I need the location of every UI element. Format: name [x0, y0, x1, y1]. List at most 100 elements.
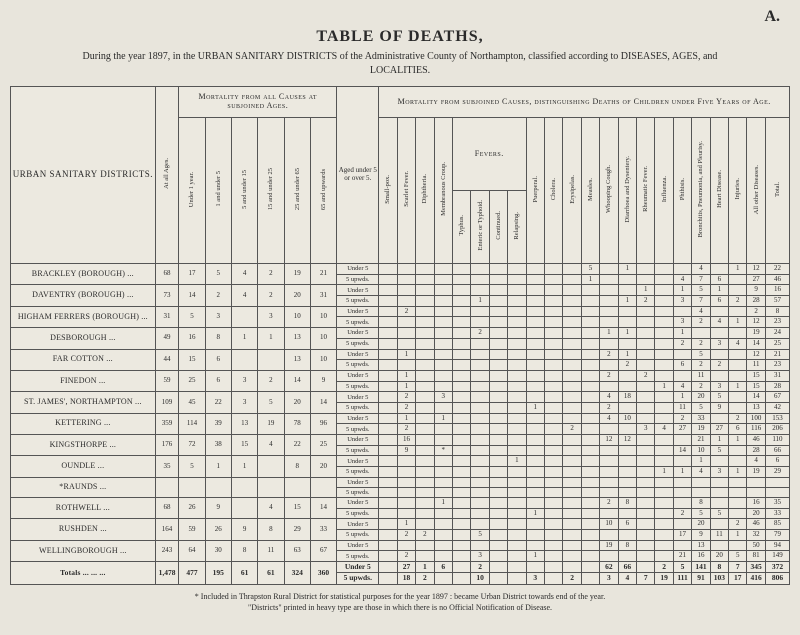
cause-cell: [434, 519, 452, 530]
age-cell: 10: [284, 306, 310, 327]
cause-cell: 94: [765, 540, 789, 551]
cause-cell: [600, 551, 618, 562]
cause-cell: [471, 370, 489, 381]
cause-cell: [655, 360, 673, 371]
aged-5-upwards: 5 upwds.: [337, 573, 379, 584]
cause-cell: [452, 264, 470, 275]
totals-cause: [581, 562, 599, 573]
totals-cause: 7: [729, 562, 747, 573]
age-cell: 1: [231, 328, 257, 349]
cause-cell: [637, 435, 655, 446]
cause-cell: [710, 306, 728, 317]
cause-cell: [673, 498, 691, 509]
cause-cell: 46: [747, 435, 765, 446]
cause-cell: [692, 477, 710, 487]
cause-cell: 1: [471, 296, 489, 307]
cause-cell: [379, 328, 397, 339]
cause-cell: [489, 519, 507, 530]
cause-cell: [379, 274, 397, 285]
totals-age: 195: [205, 562, 231, 585]
cause-cell: 22: [765, 264, 789, 275]
cause-cell: 14: [747, 392, 765, 403]
cause-cell: [729, 477, 747, 487]
cause-cell: [471, 467, 489, 478]
cause-cell: [710, 519, 728, 530]
cause-cell: 11: [692, 370, 710, 381]
cause-cell: [600, 467, 618, 478]
cause-cell: [452, 530, 470, 541]
cause-cell: [471, 477, 489, 487]
cause-cell: [489, 487, 507, 497]
cause-cell: [508, 445, 526, 456]
cause-cell: [397, 296, 415, 307]
cause-cell: [471, 349, 489, 360]
cause-cell: [452, 370, 470, 381]
cause-cell: [655, 264, 673, 275]
cause-cell: 21: [692, 435, 710, 446]
cause-cell: [379, 338, 397, 349]
cause-cell: [563, 296, 581, 307]
cause-cell: [618, 381, 636, 392]
cause-cell: 6: [618, 519, 636, 530]
hdr-cause-17: Bronchitis, Pneumonia, and Pleurisy.: [692, 118, 710, 264]
cause-cell: [655, 402, 673, 413]
cause-cell: 110: [765, 435, 789, 446]
all-ages-cell: 49: [155, 328, 179, 349]
cause-cell: 50: [747, 540, 765, 551]
cause-cell: 32: [747, 530, 765, 541]
cause-cell: [434, 317, 452, 328]
cause-cell: [600, 264, 618, 275]
cause-cell: 1: [526, 551, 544, 562]
cause-cell: [710, 540, 728, 551]
cause-cell: [618, 551, 636, 562]
district-cell: *RAUNDS ...: [11, 477, 156, 497]
age-cell: 3: [231, 392, 257, 413]
cause-cell: [471, 487, 489, 497]
cause-cell: [452, 392, 470, 403]
cause-cell: [452, 413, 470, 424]
totals-age: 360: [310, 562, 336, 585]
cause-cell: 5: [692, 285, 710, 296]
table-head: URBAN SANITARY DISTRICTS. At all Ages. M…: [11, 87, 790, 264]
cause-cell: 7: [692, 274, 710, 285]
cause-cell: [581, 467, 599, 478]
cause-cell: 1: [434, 498, 452, 509]
cause-cell: 66: [765, 445, 789, 456]
cause-cell: [434, 285, 452, 296]
cause-cell: [563, 477, 581, 487]
cause-cell: [673, 435, 691, 446]
cause-cell: 1: [397, 349, 415, 360]
age-cell: 8: [284, 456, 310, 477]
cause-cell: 46: [747, 519, 765, 530]
cause-cell: [489, 435, 507, 446]
cause-cell: [618, 477, 636, 487]
hdr-cause-8: Puerperal.: [526, 118, 544, 264]
cause-cell: 1: [397, 413, 415, 424]
cause-cell: [747, 487, 765, 497]
cause-cell: 1: [637, 285, 655, 296]
age-cell: 8: [231, 540, 257, 561]
cause-cell: [452, 456, 470, 467]
totals-cause: 6: [434, 562, 452, 573]
cause-cell: [379, 264, 397, 275]
cause-cell: [508, 467, 526, 478]
cause-cell: [416, 370, 434, 381]
cause-cell: [563, 467, 581, 478]
totals-label: Totals ... ... ...: [11, 562, 156, 585]
cause-cell: 16: [765, 285, 789, 296]
cause-cell: [452, 540, 470, 551]
cause-cell: [452, 487, 470, 497]
cause-cell: [379, 498, 397, 509]
age-cell: 14: [310, 392, 336, 413]
cause-cell: 33: [765, 508, 789, 519]
cause-cell: [434, 467, 452, 478]
cause-cell: [489, 264, 507, 275]
cause-cell: [600, 381, 618, 392]
cause-cell: 27: [673, 424, 691, 435]
cause-cell: [563, 392, 581, 403]
hdr-age-2: 5 and under 15: [231, 118, 257, 264]
cause-cell: [397, 540, 415, 551]
cause-cell: 8: [692, 498, 710, 509]
age-cell: 13: [284, 328, 310, 349]
totals-cause: 806: [765, 573, 789, 584]
